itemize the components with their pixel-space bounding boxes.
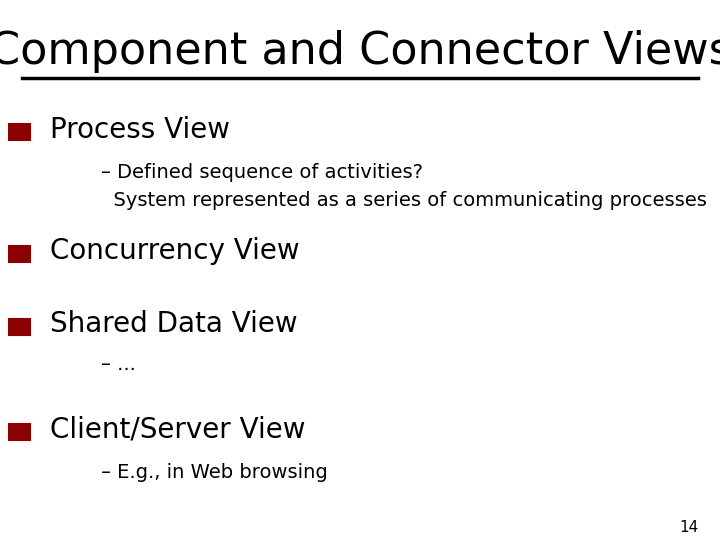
Text: – ...: – ... (101, 355, 135, 374)
Text: Concurrency View: Concurrency View (50, 237, 300, 265)
FancyBboxPatch shape (9, 424, 30, 440)
FancyBboxPatch shape (9, 124, 30, 140)
FancyBboxPatch shape (9, 246, 30, 262)
Text: – Defined sequence of activities?
  System represented as a series of communicat: – Defined sequence of activities? System… (101, 163, 706, 210)
Text: – E.g., in Web browsing: – E.g., in Web browsing (101, 463, 328, 482)
Text: Process View: Process View (50, 116, 230, 144)
Text: Client/Server View: Client/Server View (50, 415, 306, 443)
Text: 14: 14 (679, 519, 698, 535)
Text: Shared Data View: Shared Data View (50, 310, 298, 338)
FancyBboxPatch shape (9, 319, 30, 335)
Text: Component and Connector Views: Component and Connector Views (0, 30, 720, 73)
